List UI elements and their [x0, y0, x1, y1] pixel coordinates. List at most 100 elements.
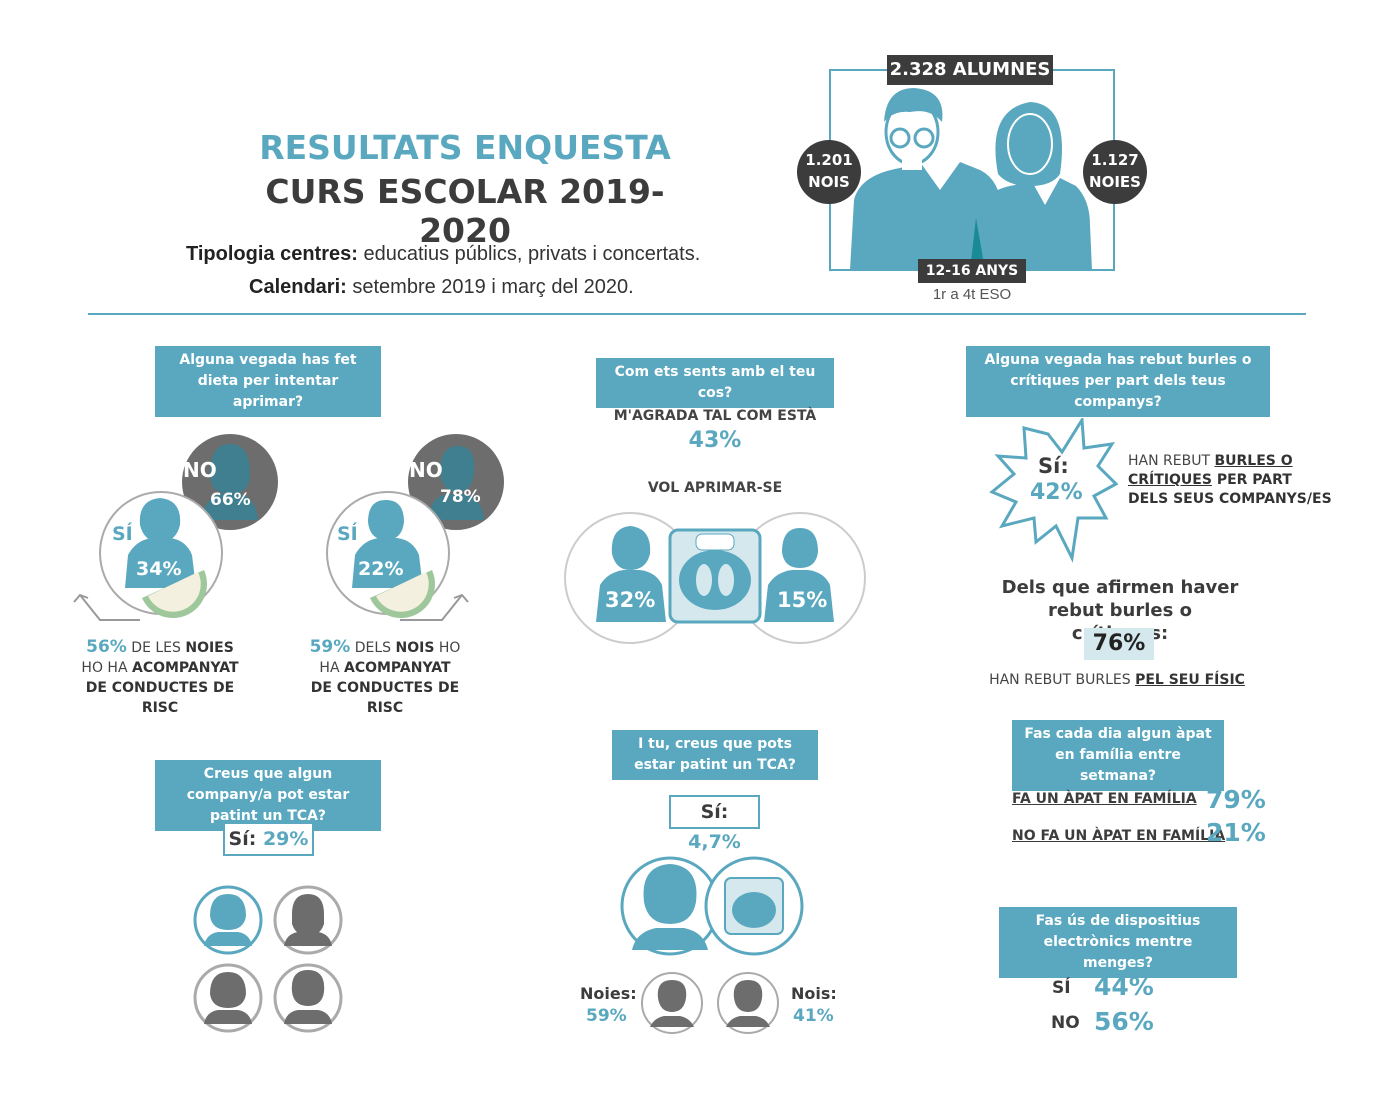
- physical-caption: HAN REBUT BURLES PEL SEU FÍSIC: [975, 670, 1259, 690]
- girls-risk-text-b: NOIES: [185, 640, 234, 656]
- calendari-value: setembre 2019 i març del 2020.: [346, 276, 634, 298]
- boy-no-icon: [428, 494, 484, 520]
- girl-small-icon: [650, 980, 694, 1027]
- girls-risk-text-d: ACOMPANYAT: [131, 660, 239, 676]
- bullying-desc-a: HAN REBUT: [1128, 453, 1215, 469]
- physical-pct: 76%: [1084, 628, 1154, 660]
- devices-question: Fas ús de dispositius electrònics mentre…: [999, 907, 1237, 978]
- girls-risk-caption: 56% DE LES NOIES HO HA ACOMPANYAT DE CON…: [70, 637, 250, 718]
- girl-face-teal-icon: [204, 894, 252, 946]
- devices-no-pct: 56%: [1094, 1007, 1154, 1036]
- lose-label: VOL APRIMAR-SE: [647, 480, 783, 496]
- body-question: Com ets sents amb el teu cos?: [596, 358, 834, 408]
- girls-no-label: NO: [183, 458, 217, 482]
- girl-tca-icon: [632, 864, 708, 950]
- physical-caption-a: HAN REBUT BURLES: [989, 672, 1136, 688]
- tca-self-si-label: Sí:: [700, 801, 729, 823]
- girls-count: 1.127: [1091, 151, 1139, 169]
- girls-label: NOIES: [1089, 173, 1141, 191]
- girls-risk-text-e: DE CONDUCTES DE RISC: [85, 680, 235, 716]
- girls-no-pct: 66%: [210, 490, 251, 510]
- burst-icon: [989, 418, 1118, 563]
- diet-question: Alguna vegada has fet dieta per intentar…: [155, 346, 381, 417]
- boys-risk-text-d: HA: [319, 660, 344, 676]
- tca-self-si-pct: 4,7%: [688, 831, 741, 853]
- bullying-followup-line-1: Dels que afirmen haver: [1001, 577, 1239, 598]
- age-range-badge: 12-16 ANYS: [918, 259, 1026, 283]
- family-meal-yes-pct: 79%: [1206, 785, 1266, 814]
- boy-lose-icon: [764, 570, 834, 622]
- tipologia-label: Tipologia centres:: [186, 243, 358, 265]
- girls-risk-text-c: HO HA: [81, 660, 132, 676]
- likes-pct: 43%: [688, 428, 742, 453]
- boys-count-badge: 1.201 NOIS: [797, 140, 861, 204]
- bullying-desc-e: DELS SEUS COMPANYS/ES: [1128, 491, 1332, 507]
- girls-si-pct: 34%: [136, 558, 182, 580]
- tca-boys-label: Nois:: [791, 984, 837, 1003]
- title-line-2: CURS ESCOLAR 2019-2020: [265, 172, 665, 250]
- students-illustration: [829, 69, 1115, 271]
- diet-figures: [73, 434, 504, 621]
- boys-risk-text-c: HO: [434, 640, 461, 656]
- girls-si-label: SÍ: [112, 523, 133, 545]
- boy-small-icon: [726, 980, 770, 1027]
- grades-label: 1r a 4t ESO: [932, 286, 1012, 303]
- girls-risk-text-a: DE LES: [126, 640, 186, 656]
- bullying-desc-d: PER PART: [1211, 472, 1292, 488]
- boys-si-label: SÍ: [337, 523, 358, 545]
- boy-si-icon: [352, 538, 423, 588]
- boys-si-pct: 22%: [358, 558, 404, 580]
- family-meal-question: Fas cada dia algun àpat en família entre…: [1012, 720, 1224, 791]
- tca-girls-pct: 59%: [586, 1006, 627, 1026]
- tca-self-question: I tu, creus que pots estar patint un TCA…: [612, 730, 818, 780]
- girl-lose-icon: [596, 570, 666, 622]
- boys-label: NOIS: [808, 173, 850, 191]
- boys-no-pct: 78%: [440, 487, 481, 507]
- bearded-man-icon: [284, 894, 332, 946]
- boys-risk-text-f: DE CONDUCTES DE RISC: [310, 680, 460, 716]
- boys-risk-text-b: NOIS: [395, 640, 435, 656]
- boys-lose-pct: 15%: [777, 588, 828, 612]
- tca-girls-label: Noies:: [580, 984, 637, 1003]
- boys-risk-pct: 59%: [309, 637, 351, 657]
- tca-peer-si-label: Sí:: [228, 828, 257, 850]
- family-meal-yes-label: FA UN ÀPAT EN FAMÍLIA: [1012, 791, 1197, 807]
- family-meal-no-pct: 21%: [1206, 818, 1266, 847]
- devices-yes-label: SÍ: [1052, 978, 1071, 998]
- likes-label: M'AGRADA TAL COM ESTÀ: [613, 408, 817, 424]
- title-line-1: RESULTATS ENQUESTA: [259, 128, 671, 167]
- devices-no-label: NO: [1051, 1013, 1080, 1033]
- tca-self-figures: [620, 856, 804, 1034]
- girl-face-grey-icon: [204, 972, 252, 1024]
- calendari-line: Calendari: setembre 2019 i març del 2020…: [249, 276, 634, 299]
- girls-lose-pct: 32%: [605, 588, 656, 612]
- family-meal-no-label: NO FA UN ÀPAT EN FAMÍLIA: [1012, 828, 1226, 844]
- calendari-label: Calendari:: [249, 276, 347, 298]
- girl-figure-icon: [970, 178, 1092, 270]
- boys-risk-text-a: DELS: [350, 640, 396, 656]
- girl-no-icon: [202, 494, 258, 520]
- tca-boys-pct: 41%: [793, 1006, 834, 1026]
- boy-figure-icon: [850, 162, 1002, 270]
- girl-si-icon: [125, 538, 196, 588]
- tca-peer-answer: Sí: 29%: [223, 822, 314, 856]
- tca-peer-question: Creus que algun company/a pot estar pati…: [155, 760, 381, 831]
- boy-face-grey-icon: [284, 970, 332, 1024]
- bullying-question: Alguna vegada has rebut burles o crítiqu…: [966, 346, 1270, 417]
- section-divider: [88, 313, 1306, 315]
- devices-yes-pct: 44%: [1094, 972, 1154, 1001]
- girls-risk-pct: 56%: [86, 637, 127, 657]
- bullying-si-pct: 42%: [1030, 480, 1083, 505]
- boys-no-label: NO: [409, 458, 443, 482]
- bullying-description: HAN REBUT BURLES O CRÍTIQUES PER PART DE…: [1128, 452, 1332, 509]
- tipologia-value: educatius públics, privats i concertats.: [357, 243, 701, 265]
- boys-risk-text-e: ACOMPANYAT: [343, 660, 451, 676]
- body-figures: [564, 512, 866, 644]
- bullying-desc-b: BURLES O: [1214, 453, 1293, 469]
- tipologia-line: Tipologia centres: educatius públics, pr…: [186, 243, 700, 266]
- tca-peer-faces: [193, 885, 343, 1033]
- bullying-si-label: Sí:: [1038, 454, 1069, 478]
- total-students-badge: 2.328 ALUMNES: [887, 55, 1053, 85]
- tca-peer-si-pct: 29%: [256, 828, 309, 850]
- tca-self-answer: Sí: 4,7%: [669, 795, 760, 853]
